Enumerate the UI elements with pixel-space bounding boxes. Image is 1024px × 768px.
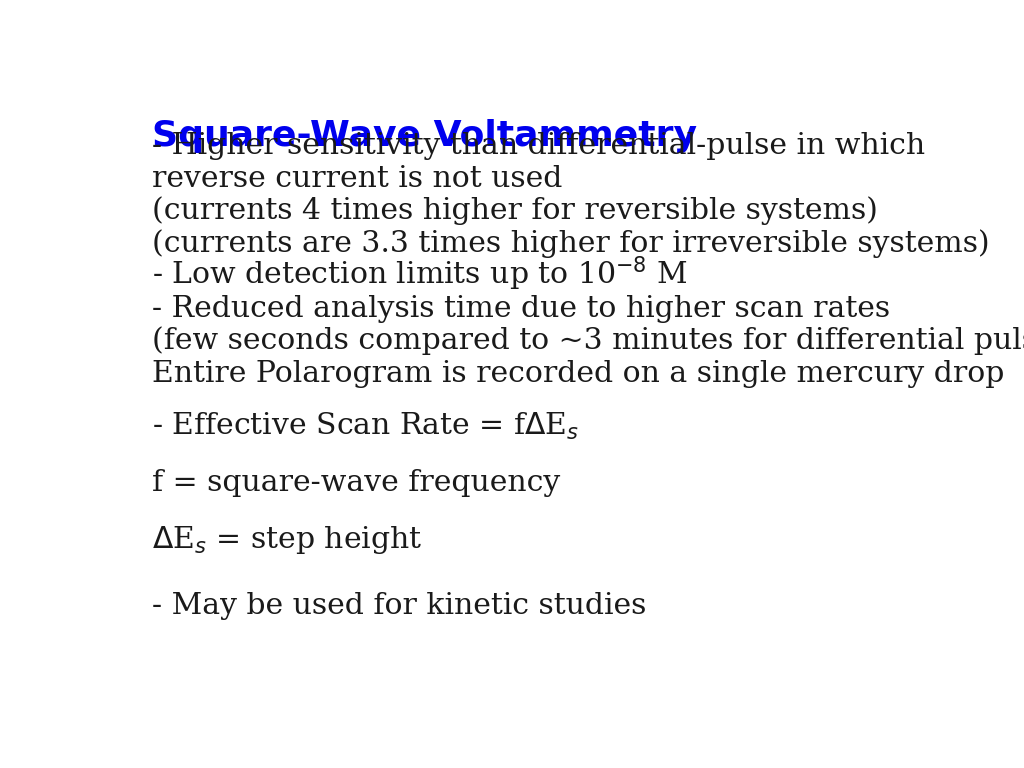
Text: (currents 4 times higher for reversible systems): (currents 4 times higher for reversible … — [152, 197, 878, 225]
Text: (few seconds compared to ~3 minutes for differential pulse): (few seconds compared to ~3 minutes for … — [152, 326, 1024, 356]
Text: - Higher sensitivity than differential-pulse in which: - Higher sensitivity than differential-p… — [152, 132, 925, 161]
Text: Square-Wave Voltammetry: Square-Wave Voltammetry — [152, 119, 696, 153]
Text: - Low detection limits up to 10$^{-8}$ M: - Low detection limits up to 10$^{-8}$ M — [152, 254, 687, 293]
Text: - May be used for kinetic studies: - May be used for kinetic studies — [152, 591, 646, 620]
Text: f = square-wave frequency: f = square-wave frequency — [152, 469, 560, 498]
Text: Entire Polarogram is recorded on a single mercury drop: Entire Polarogram is recorded on a singl… — [152, 360, 1005, 388]
Text: - Effective Scan Rate = f$\Delta$E$_{s}$: - Effective Scan Rate = f$\Delta$E$_{s}$ — [152, 411, 580, 442]
Text: reverse current is not used: reverse current is not used — [152, 165, 562, 193]
Text: (currents are 3.3 times higher for irreversible systems): (currents are 3.3 times higher for irrev… — [152, 229, 989, 258]
Text: - Reduced analysis time due to higher scan rates: - Reduced analysis time due to higher sc… — [152, 295, 890, 323]
Text: $\Delta$E$_{s}$ = step height: $\Delta$E$_{s}$ = step height — [152, 524, 422, 555]
